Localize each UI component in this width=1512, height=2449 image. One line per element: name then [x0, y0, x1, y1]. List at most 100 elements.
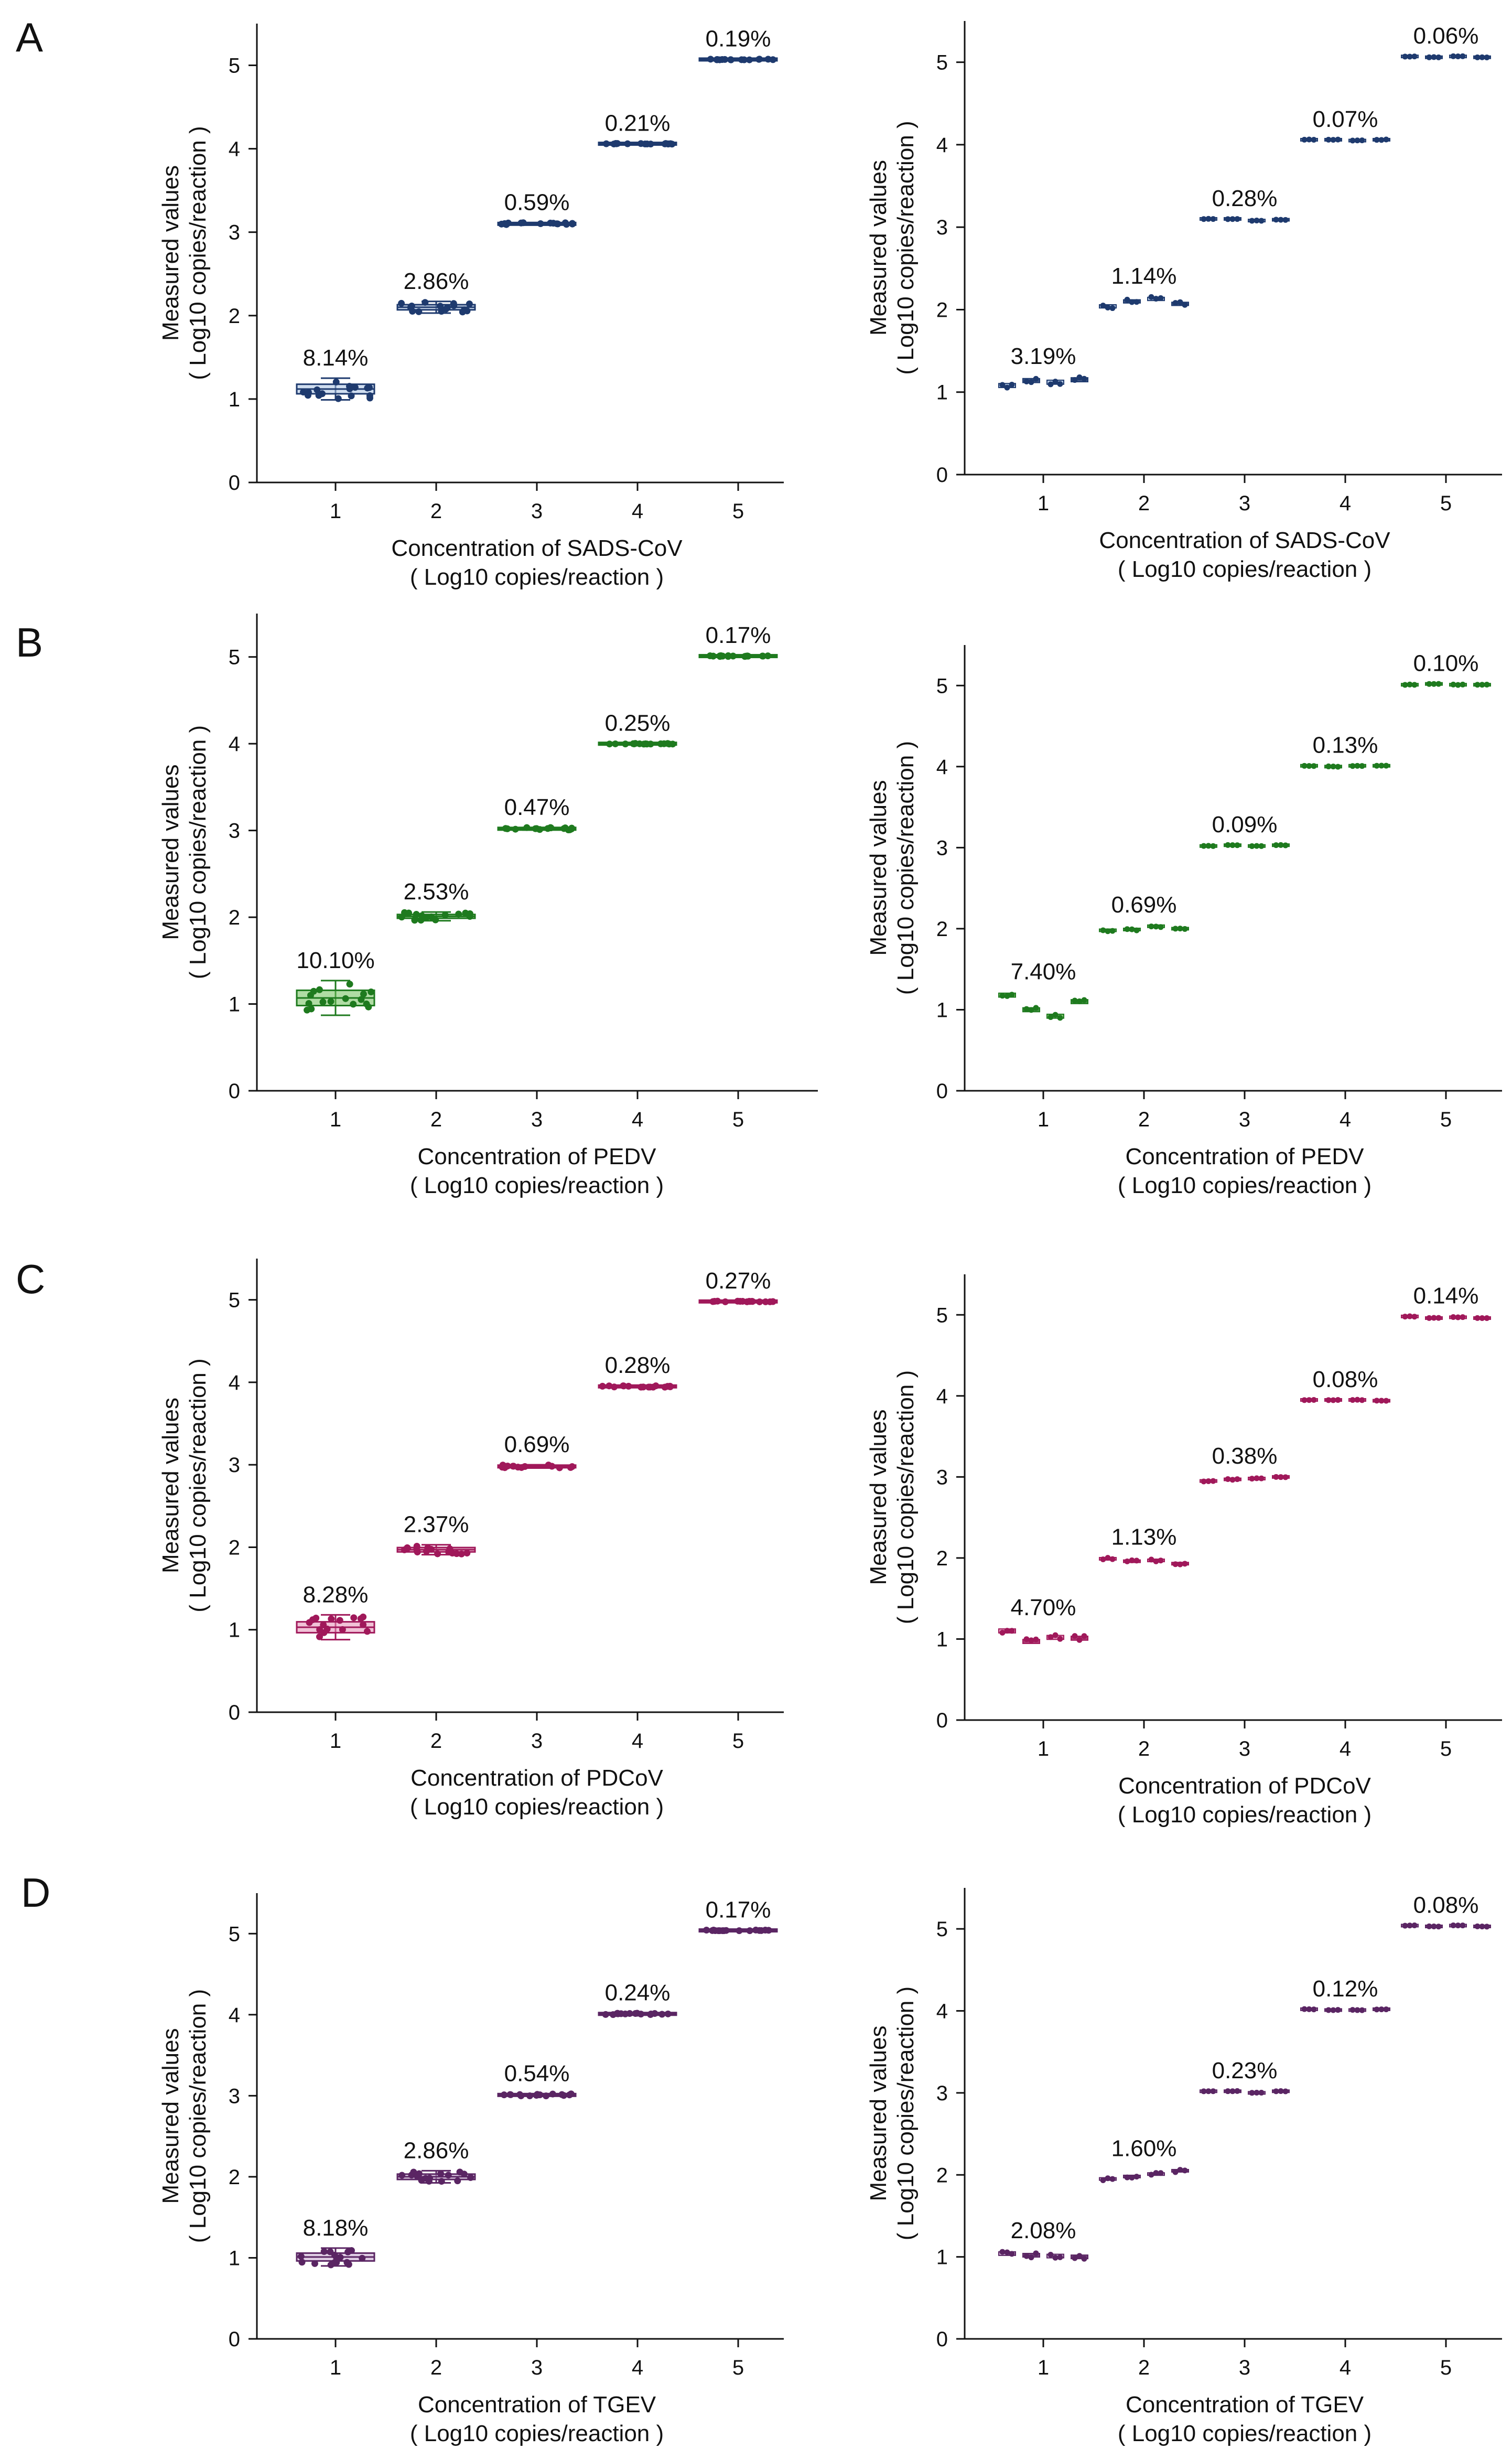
data-point: [1072, 2255, 1078, 2261]
data-point: [1129, 926, 1135, 932]
y-tick-label: 5: [936, 1304, 948, 1327]
data-point: [1076, 374, 1083, 381]
data-point: [1325, 763, 1332, 769]
x-tick-label: 3: [531, 1730, 543, 1753]
data-point: [1076, 998, 1083, 1004]
x-tick-label: 5: [732, 1108, 744, 1131]
y-tick-label: 1: [936, 1628, 948, 1651]
data-point: [1273, 217, 1279, 223]
data-point: [1278, 217, 1284, 223]
data-point: [1306, 2006, 1312, 2012]
data-point: [1411, 1314, 1418, 1320]
x-tick-label: 5: [732, 2356, 744, 2379]
cv-label: 7.40%: [1011, 959, 1076, 984]
cv-label: 0.17%: [706, 622, 771, 648]
data-point: [1182, 302, 1188, 308]
data-point: [709, 1927, 716, 1934]
data-point: [417, 917, 425, 924]
data-point: [560, 825, 568, 832]
data-point: [1009, 381, 1015, 388]
data-point: [1052, 379, 1059, 385]
data-point: [1435, 54, 1442, 60]
data-point: [350, 1614, 358, 1621]
data-point: [348, 392, 355, 400]
data-point: [746, 1927, 753, 1935]
data-point: [1172, 926, 1179, 932]
x-axis-subtitle: ( Log10 copies/reaction ): [1118, 1802, 1371, 1828]
data-point: [554, 220, 561, 228]
data-point: [638, 1383, 645, 1391]
data-point: [314, 386, 321, 393]
data-point: [1411, 1922, 1418, 1929]
data-point: [437, 303, 444, 310]
data-point: [1311, 2006, 1317, 2013]
data-point: [709, 652, 717, 660]
data-point: [401, 1546, 408, 1553]
data-point: [1311, 1397, 1317, 1403]
data-point: [1033, 375, 1039, 382]
data-point: [328, 1615, 335, 1623]
data-point: [662, 140, 669, 147]
data-point: [1133, 2174, 1140, 2180]
x-axis-subtitle: ( Log10 copies/reaction ): [410, 564, 664, 590]
data-point: [657, 740, 664, 747]
data-point: [411, 917, 418, 924]
data-point: [327, 998, 334, 1005]
data-point: [504, 1463, 511, 1470]
data-point: [1201, 1478, 1207, 1485]
data-point: [298, 2259, 306, 2266]
data-point: [1455, 53, 1461, 59]
y-tick-label: 2: [936, 2164, 948, 2187]
data-point: [746, 56, 753, 63]
data-point: [1306, 763, 1312, 769]
cv-label: 0.17%: [706, 1897, 771, 1922]
data-point: [343, 2259, 351, 2266]
data-point: [1301, 2006, 1308, 2012]
x-tick-label: 3: [531, 500, 543, 523]
data-point: [1474, 682, 1481, 688]
cv-label: 0.08%: [1413, 1892, 1479, 1918]
y-tick-label: 4: [229, 1371, 240, 1394]
data-point: [1325, 1397, 1332, 1403]
data-point: [1402, 682, 1408, 688]
data-point: [1460, 681, 1466, 688]
data-point: [1004, 384, 1010, 391]
data-point: [599, 1382, 606, 1390]
data-point: [320, 1621, 327, 1628]
x-tick-label: 5: [1440, 492, 1452, 515]
data-point: [1133, 299, 1140, 305]
data-point: [1426, 54, 1432, 60]
data-point: [637, 140, 644, 147]
data-point: [1273, 1474, 1279, 1480]
data-point: [664, 2010, 672, 2017]
data-point: [532, 825, 539, 832]
data-point: [332, 378, 340, 385]
data-point: [327, 2261, 334, 2269]
data-point: [1258, 843, 1265, 849]
data-point: [1028, 379, 1034, 385]
y-tick-label: 1: [936, 998, 948, 1022]
data-point: [1172, 300, 1179, 306]
data-point: [502, 825, 509, 832]
data-point: [1450, 1922, 1456, 1929]
data-point: [1325, 2007, 1332, 2013]
data-point: [1105, 1555, 1111, 1561]
panel-letter-c: C: [16, 1256, 45, 1302]
y-tick-label: 3: [229, 2085, 240, 2108]
y-tick-label: 0: [229, 2328, 240, 2351]
data-point: [1407, 681, 1413, 688]
data-point: [1378, 762, 1385, 769]
data-point: [312, 1615, 320, 1622]
data-point: [1311, 763, 1317, 769]
data-point: [1330, 764, 1336, 770]
x-axis-title: Concentration of PDCoV: [411, 1765, 663, 1791]
x-axis-subtitle: ( Log10 copies/reaction ): [1118, 556, 1371, 582]
data-point: [415, 308, 423, 315]
y-axis-subtitle: ( Log10 copies/reaction ): [185, 126, 211, 380]
data-point: [1172, 1561, 1179, 1567]
data-point: [1359, 2007, 1365, 2013]
data-point: [1282, 217, 1289, 223]
data-point: [1431, 1923, 1437, 1929]
y-tick-label: 0: [936, 1709, 948, 1732]
